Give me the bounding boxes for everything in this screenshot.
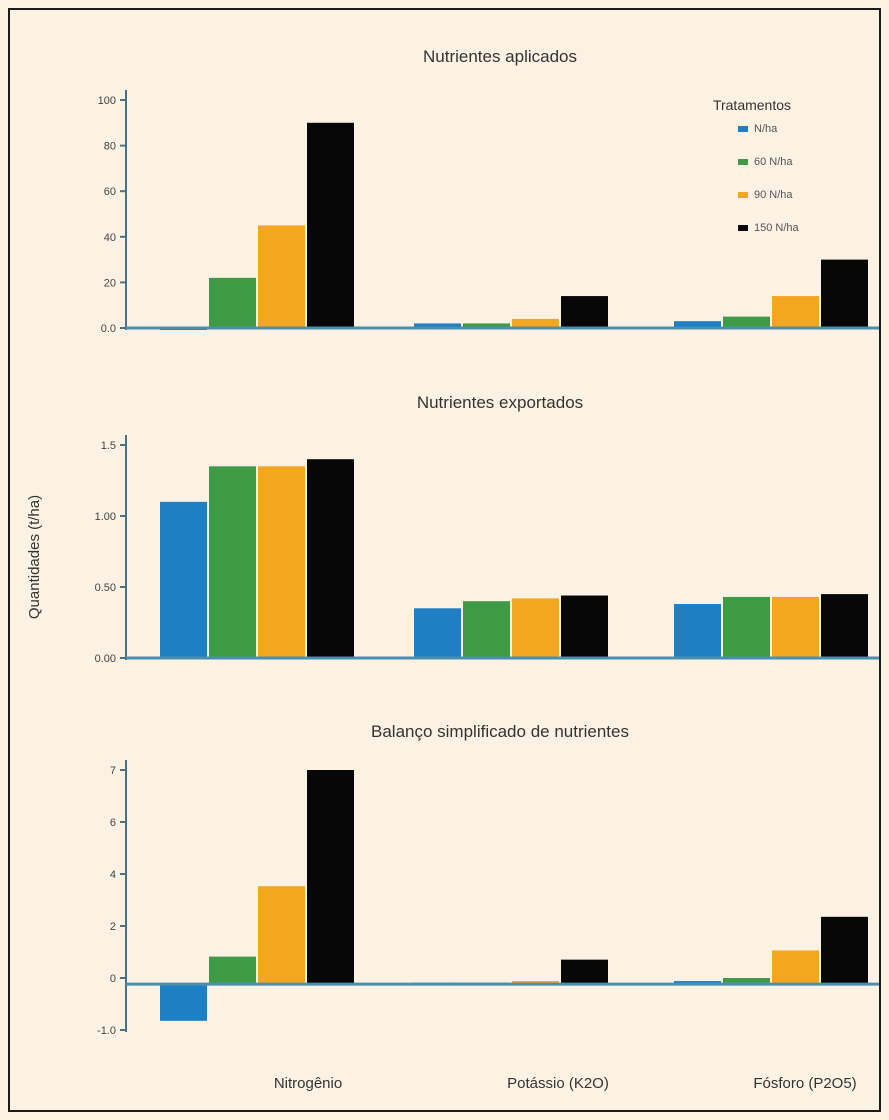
bar-3-nitrog-nio-4 bbox=[307, 770, 354, 985]
bar-2-pot-ssio-k2o--1 bbox=[414, 608, 461, 658]
bar-1-pot-ssio-k2o--1 bbox=[414, 323, 461, 328]
x-category-label-3: Fósforo (P2O5) bbox=[753, 1075, 856, 1092]
bar-3-f-sforo-p2o5--1 bbox=[674, 981, 721, 985]
x-category-label-1: Nitrogênio bbox=[274, 1075, 342, 1092]
bar-1-nitrog-nio-2 bbox=[209, 277, 256, 328]
panel-title-1: Nutrientes aplicados bbox=[423, 47, 577, 66]
y-tick-label: 7 bbox=[110, 765, 116, 777]
y-tick-label: 80 bbox=[104, 141, 116, 153]
y-tick-label: 2 bbox=[110, 921, 116, 933]
bar-2-nitrog-nio-4 bbox=[307, 459, 354, 658]
bar-3-nitrog-nio-3 bbox=[258, 886, 305, 985]
bar-2-nitrog-nio-1 bbox=[160, 501, 207, 658]
legend-swatch-2 bbox=[738, 159, 748, 165]
y-tick-label: 40 bbox=[104, 232, 116, 244]
bar-1-pot-ssio-k2o--2 bbox=[463, 323, 510, 328]
panel-title-3: Balanço simplificado de nutrientes bbox=[371, 722, 629, 741]
bar-3-f-sforo-p2o5--4 bbox=[821, 916, 868, 985]
bar-1-pot-ssio-k2o--4 bbox=[561, 296, 608, 328]
chart-svg: Quantidades (t/ha) Nutrientes aplicados 1… bbox=[26, 47, 879, 1092]
bar-1-f-sforo-p2o5--4 bbox=[821, 259, 868, 328]
bar-3-f-sforo-p2o5--3 bbox=[772, 950, 819, 985]
bar-3-nitrog-nio-1 bbox=[160, 984, 207, 1021]
bar-2-nitrog-nio-3 bbox=[258, 466, 305, 658]
y-tick-label: 1.00 bbox=[95, 511, 116, 523]
y-tick-label: 0.0 bbox=[101, 323, 116, 335]
panel-title-2: Nutrientes exportados bbox=[417, 393, 583, 412]
legend-label-4: 150 N/ha bbox=[754, 222, 800, 234]
y-axis-label: Quantidades (t/ha) bbox=[26, 495, 43, 619]
legend-swatch-3 bbox=[738, 192, 748, 198]
legend-label-2: 60 N/ha bbox=[754, 156, 793, 168]
bar-2-pot-ssio-k2o--2 bbox=[463, 601, 510, 658]
bar-2-pot-ssio-k2o--3 bbox=[512, 598, 559, 658]
bar-1-f-sforo-p2o5--2 bbox=[723, 316, 770, 328]
chart-frame: Quantidades (t/ha) Nutrientes aplicados 1… bbox=[8, 8, 881, 1112]
legend-swatch-1 bbox=[738, 126, 748, 132]
y-tick-label: 60 bbox=[104, 186, 116, 198]
y-tick-label: 6 bbox=[110, 817, 116, 829]
bar-2-f-sforo-p2o5--2 bbox=[723, 596, 770, 658]
bar-3-pot-ssio-k2o--3 bbox=[512, 981, 559, 985]
bar-1-f-sforo-p2o5--3 bbox=[772, 296, 819, 328]
bar-2-f-sforo-p2o5--1 bbox=[674, 604, 721, 658]
legend-title: Tratamentos bbox=[713, 97, 791, 113]
y-tick-label: 1.5 bbox=[101, 440, 116, 452]
y-tick-label: 20 bbox=[104, 277, 116, 289]
bar-3-nitrog-nio-2 bbox=[209, 956, 256, 985]
bar-2-nitrog-nio-2 bbox=[209, 466, 256, 658]
y-tick-label: -1.0 bbox=[97, 1025, 116, 1037]
y-tick-label: 100 bbox=[98, 95, 116, 107]
bar-1-pot-ssio-k2o--3 bbox=[512, 318, 559, 328]
bar-1-nitrog-nio-4 bbox=[307, 122, 354, 328]
y-tick-label: 0.00 bbox=[95, 653, 116, 665]
legend-label-3: 90 N/ha bbox=[754, 189, 793, 201]
bar-2-f-sforo-p2o5--4 bbox=[821, 594, 868, 658]
bar-1-nitrog-nio-3 bbox=[258, 225, 305, 328]
bar-1-f-sforo-p2o5--1 bbox=[674, 321, 721, 328]
bar-3-pot-ssio-k2o--4 bbox=[561, 959, 608, 985]
legend-label-1: N/ha bbox=[754, 123, 778, 135]
x-category-label-2: Potássio (K2O) bbox=[507, 1075, 609, 1092]
y-tick-label: 0 bbox=[110, 973, 116, 985]
bar-2-pot-ssio-k2o--4 bbox=[561, 595, 608, 658]
bar-2-f-sforo-p2o5--3 bbox=[772, 596, 819, 658]
y-tick-label: 0.50 bbox=[95, 582, 116, 594]
y-tick-label: 4 bbox=[110, 869, 116, 881]
legend-swatch-4 bbox=[738, 225, 748, 231]
bar-3-f-sforo-p2o5--2 bbox=[723, 978, 770, 985]
